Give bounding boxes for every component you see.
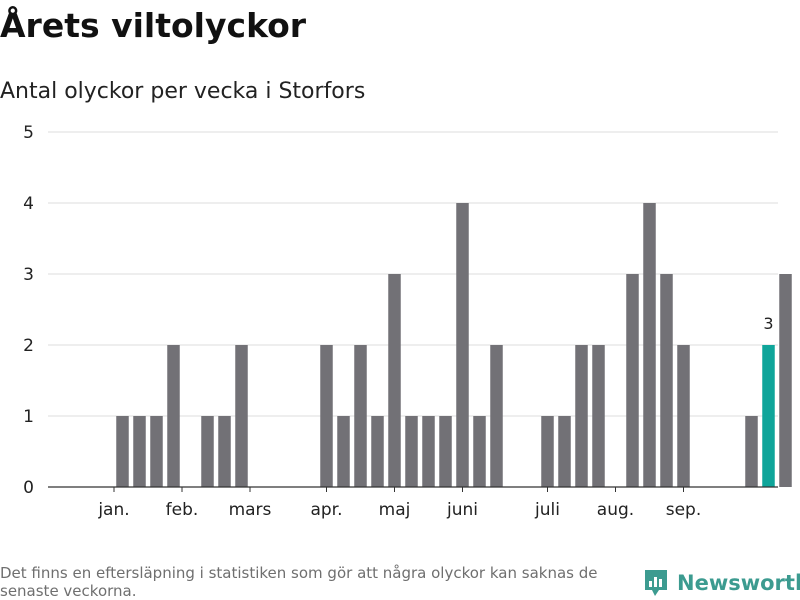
highlighted-bar-label: 3: [763, 314, 773, 333]
newsworthy-logo-icon: [645, 570, 667, 596]
bar: [541, 416, 554, 487]
bar: [575, 345, 588, 487]
bar: [337, 416, 350, 487]
bar: [626, 274, 639, 487]
data-labels: 3: [763, 314, 773, 333]
x-tick-label: mars: [229, 500, 272, 520]
bar: [150, 416, 163, 487]
x-tick-label: sep.: [666, 500, 702, 520]
bar: [354, 345, 367, 487]
y-tick-label: 4: [23, 194, 34, 214]
x-tick-label: juni: [446, 500, 478, 520]
bar: [388, 274, 401, 487]
bar: [439, 416, 452, 487]
x-tick-label: juli: [534, 500, 560, 520]
x-tick-label: feb.: [166, 500, 199, 520]
bar: [779, 274, 792, 487]
x-axis-ticks: jan. feb. mars apr. maj juni juli aug. sep.: [97, 487, 701, 520]
bar: [677, 345, 690, 487]
bar: [473, 416, 486, 487]
y-tick-label: 0: [23, 478, 34, 498]
bar: [218, 416, 231, 487]
bar: [456, 203, 469, 487]
x-tick-label: jan.: [97, 500, 129, 520]
y-axis-ticks: 0 1 2 3 4 5: [23, 123, 34, 498]
bar: [133, 416, 146, 487]
chart-title: Årets viltolyckor: [0, 6, 307, 45]
bar: [235, 345, 248, 487]
bar: [320, 345, 333, 487]
y-tick-label: 3: [23, 265, 34, 285]
chart-subtitle: Antal olyckor per vecka i Storfors: [0, 79, 366, 104]
x-tick-label: aug.: [597, 500, 634, 520]
x-tick-label: maj: [379, 500, 411, 520]
bar: [201, 416, 214, 487]
bar: [558, 416, 571, 487]
brand-name: Newsworthy: [677, 571, 800, 595]
y-tick-label: 2: [23, 336, 34, 356]
highlighted-bar: [762, 345, 775, 487]
bar: [745, 416, 758, 487]
bars: [116, 203, 792, 487]
bar: [592, 345, 605, 487]
bar: [660, 274, 673, 487]
bar: [371, 416, 384, 487]
y-tick-label: 5: [23, 123, 34, 143]
brand-logo: Newsworthy: [643, 568, 800, 598]
bar: [405, 416, 418, 487]
y-tick-label: 1: [23, 407, 34, 427]
bar: [643, 203, 656, 487]
bar: [422, 416, 435, 487]
bar: [167, 345, 180, 487]
x-tick-label: apr.: [310, 500, 342, 520]
bar: [490, 345, 503, 487]
bar: [116, 416, 129, 487]
footnote: Det finns en eftersläpning i statistiken…: [0, 564, 598, 600]
